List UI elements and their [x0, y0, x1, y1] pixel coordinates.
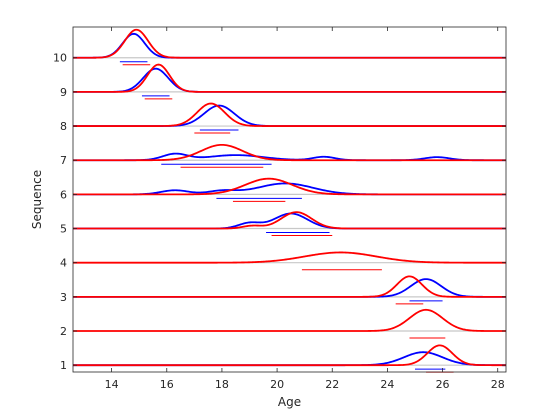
- y-tick-label-10: 10: [53, 52, 67, 65]
- density-curve-red-seq-2: [73, 308, 506, 332]
- x-tick-label-20: 20: [270, 378, 284, 391]
- y-tick-label-3: 3: [60, 291, 67, 304]
- y-axis-label: Sequence: [30, 170, 44, 229]
- density-curve-red-seq-7: [73, 143, 506, 162]
- density-curve-red-seq-4: [73, 251, 506, 264]
- x-tick-label-18: 18: [215, 378, 229, 391]
- density-curve-red-seq-9: [73, 63, 506, 93]
- density-curve-blue-seq-1: [73, 351, 506, 367]
- axes: [72, 26, 507, 373]
- y-tick-label-9: 9: [60, 86, 67, 99]
- density-curve-blue-seq-8: [73, 104, 506, 127]
- x-tick-label-28: 28: [491, 378, 505, 391]
- x-tick-label-14: 14: [105, 378, 119, 391]
- density-curve-red-seq-6: [73, 177, 506, 196]
- y-tick-label-5: 5: [60, 223, 67, 236]
- y-tick-label-8: 8: [60, 120, 67, 133]
- y-tick-label-6: 6: [60, 188, 67, 201]
- y-tick-label-2: 2: [60, 325, 67, 338]
- x-tick-label-26: 26: [436, 378, 450, 391]
- plot-frame: [72, 26, 507, 373]
- x-tick-label-16: 16: [160, 378, 174, 391]
- density-curve-red-seq-8: [73, 102, 506, 127]
- x-axis-label: Age: [278, 395, 301, 409]
- x-tick-label-22: 22: [325, 378, 339, 391]
- density-curve-blue-seq-5: [73, 212, 506, 230]
- x-tick-label-24: 24: [380, 378, 394, 391]
- density-curve-red-seq-3: [73, 275, 506, 298]
- sequence-baselines: [73, 57, 506, 366]
- density-curve-blue-seq-7: [73, 152, 506, 162]
- density-curve-red-seq-5: [73, 211, 506, 230]
- density-curve-blue-seq-3: [73, 278, 506, 298]
- density-curves: [73, 28, 506, 367]
- y-tick-label-7: 7: [60, 154, 67, 167]
- density-curve-blue-seq-9: [73, 67, 506, 93]
- density-curve-blue-seq-6: [73, 182, 506, 196]
- density-curve-red-seq-10: [73, 28, 506, 59]
- y-tick-label-1: 1: [60, 359, 67, 372]
- tick-labels: 14 16 18 20 22 24 26 28 1 2 3 4 5 6 7 8 9 10: [53, 52, 505, 391]
- density-curve-red-seq-1: [73, 344, 506, 367]
- density-curve-blue-seq-10: [73, 32, 506, 59]
- range-bars: [119, 61, 454, 373]
- y-tick-label-4: 4: [60, 257, 67, 270]
